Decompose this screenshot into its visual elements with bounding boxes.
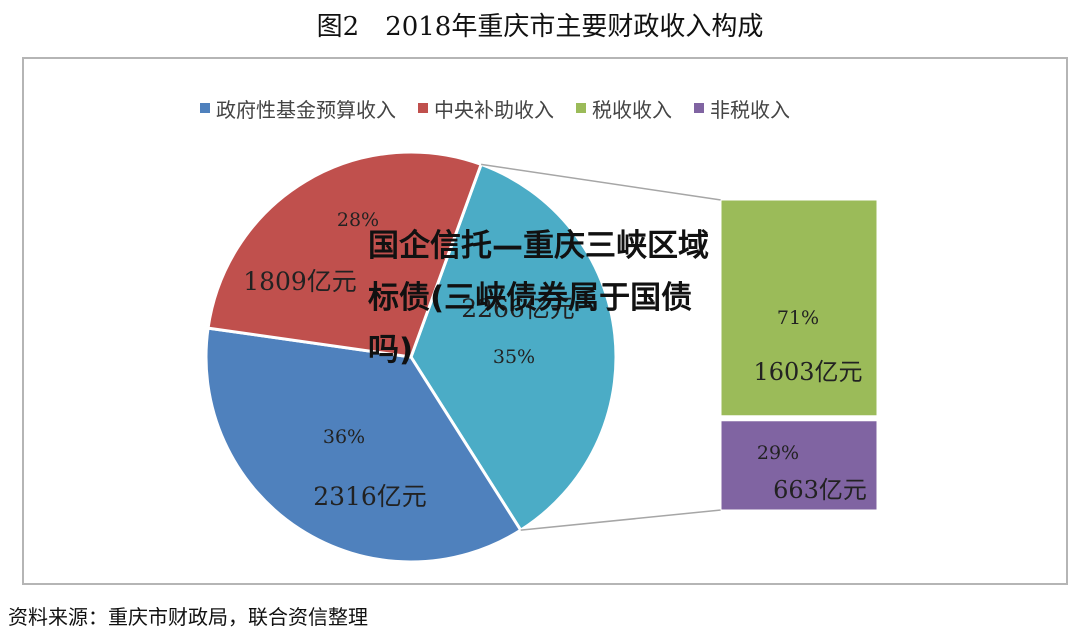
connector-line (520, 509, 722, 531)
breakdown-bar-segment (720, 199, 878, 417)
pie-percent-label: 28% (337, 209, 379, 231)
pie-slice (204, 326, 523, 564)
legend-label: 中央补助收入 (434, 97, 554, 122)
legend-item-non-tax: 非税收入 (694, 94, 790, 123)
legend-label: 非税收入 (710, 97, 790, 122)
legend-label: 政府性基金预算收入 (216, 97, 396, 122)
pie-slice (409, 162, 618, 533)
breakdown-value-label: 663亿元 (773, 476, 867, 504)
chart-frame (22, 57, 1068, 585)
legend-swatch (200, 103, 210, 113)
pie-percent-label: 35% (493, 346, 535, 368)
pie-value-label: 1809亿元 (243, 267, 357, 296)
overlay-watermark-text: 国企信托—重庆三峡区域标债(三峡债券属于国债吗) (368, 228, 709, 368)
breakdown-bar-segment (720, 420, 878, 511)
legend-swatch (576, 103, 586, 113)
pie-value-label: 2266亿元 (461, 294, 575, 323)
breakdown-value-label: 1603亿元 (753, 358, 862, 386)
legend-label: 税收收入 (592, 97, 672, 122)
breakdown-percent-label: 71% (777, 307, 819, 329)
legend-item-tax: 税收收入 (576, 94, 672, 123)
pie-value-label: 2316亿元 (313, 482, 427, 511)
legend-swatch (694, 103, 704, 113)
connector-line (481, 163, 722, 201)
source-note: 资料来源：重庆市财政局，联合资信整理 (8, 605, 368, 629)
breakdown-percent-label: 29% (757, 442, 799, 464)
legend-item-gov-fund: 政府性基金预算收入 (200, 94, 396, 123)
legend-swatch (418, 103, 428, 113)
pie-slice (206, 150, 484, 359)
chart-title: 图2 2018年重庆市主要财政收入构成 (316, 12, 764, 42)
chart-legend: 政府性基金预算收入 中央补助收入 税收收入 非税收入 (200, 94, 790, 123)
pie-percent-label: 36% (323, 426, 365, 448)
legend-item-central-subsidy: 中央补助收入 (418, 94, 554, 123)
